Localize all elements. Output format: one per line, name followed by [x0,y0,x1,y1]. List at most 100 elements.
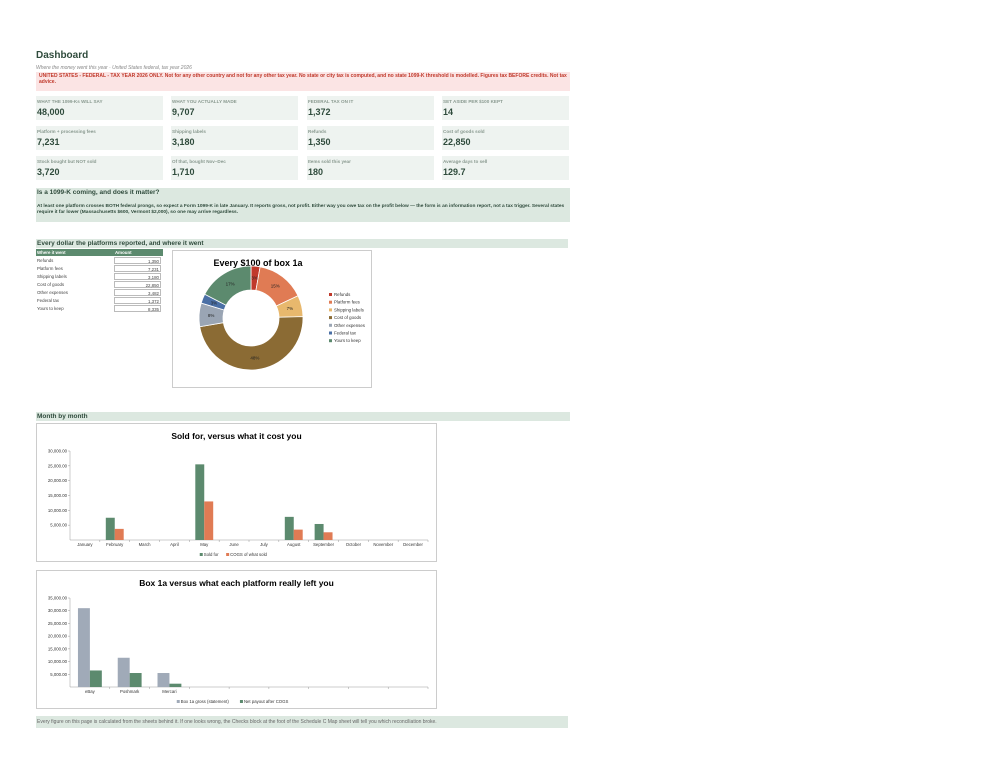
table-cell: Federal tax [37,298,59,303]
table-cell: Platform fees [37,266,63,271]
x-tick-label: September [313,542,335,547]
x-tick-label: June [229,542,239,547]
kpi-label: Items sold this year [308,159,351,164]
x-tick-label: Poshmark [120,689,140,694]
legend-swatch [329,323,332,327]
warning: UNITED STATES - FEDERAL - TAX YEAR 2026 … [36,72,570,91]
table-cell: 3,482 [114,289,161,296]
y-tick-label: 10,000.00 [48,659,68,664]
bar [169,683,182,687]
notice-box [36,188,570,222]
table-cell: 1,372 [114,297,161,304]
legend-swatch [329,316,332,320]
title: Dashboard [36,50,89,61]
bar [77,608,90,687]
legend-label: Net payout after COGS [244,699,289,704]
x-tick-label: Mercari [162,689,176,694]
legend-swatch [329,331,332,335]
x-tick-label: February [106,542,124,547]
table-cell: 7,231 [114,265,161,272]
bar [293,529,303,540]
kpi-value: 3,180 [172,137,195,147]
kpi-label: Refunds [308,129,327,134]
x-tick-label: July [260,542,268,547]
bar [204,501,214,540]
chart-title: Every $100 of box 1a [213,258,303,268]
kpi-card [171,156,298,180]
chart-frame [36,570,437,709]
legend-swatch [329,300,332,304]
kpi-value: 7,231 [37,137,60,147]
kpi-value: 129.7 [443,167,466,177]
kpi-label: Cost of goods sold [443,129,485,134]
kpi-card [307,96,434,120]
kpi-label: FEDERAL TAX ON IT [308,99,354,104]
table-cell: Yours to keep [37,306,64,311]
table-cell: 1,350 [114,257,161,264]
legend-label: Other expenses [334,323,366,328]
table-cell: Cost of goods [37,282,65,287]
section-header: Month by month [36,412,570,421]
slice-label: 15% [271,284,280,289]
y-tick-label: 15,000.00 [48,493,68,498]
x-tick-label: October [346,542,362,547]
table-cell: Shipping labels [37,274,67,279]
kpi-value: 22,850 [443,137,471,147]
kpi-label: WHAT YOU ACTUALLY MADE [172,99,237,104]
y-tick-label: 20,000.00 [48,478,68,483]
y-tick-label: 30,000.00 [48,449,68,454]
x-tick-label: eBay [85,689,96,694]
x-tick-label: May [200,542,209,547]
legend-swatch [329,308,332,312]
legend-swatch [176,700,180,703]
section-header: Every dollar the platforms reported, and… [36,239,568,248]
legend-label: Cost of goods [334,315,362,320]
kpi-card [36,126,163,150]
kpi-value: 1,350 [308,137,331,147]
x-tick-label: January [77,542,93,547]
table-cell: 3,180 [114,273,161,280]
chart: Every $100 of box 1a 3% Refunds 15% Platform… [172,250,372,388]
bar [117,657,130,687]
footer: Every figure on this page is calculated … [36,716,568,728]
slice-label: 3% [211,301,218,306]
kpi-card [307,156,434,180]
kpi-card [36,156,163,180]
y-tick-label: 15,000.00 [48,646,68,651]
kpi-card [307,126,434,150]
x-tick-label: April [170,542,179,547]
table-cell: Refunds [37,258,54,263]
bar [105,517,115,540]
kpi-label: WHAT THE 1099-Ks WILL SAY [37,99,103,104]
x-tick-label: August [287,542,301,547]
table-cell: 8,335 [114,305,161,312]
subtitle: Where the money went this year · United … [36,65,192,71]
y-tick-label: 20,000.00 [48,634,68,639]
kpi-card [442,96,569,120]
x-tick-label: March [139,542,152,547]
legend-label: Box 1a gross (statement) [181,699,230,704]
table-header: Where it went [36,249,114,256]
legend-label: Shipping labels [334,307,365,312]
legend-label: COGS of what sold [230,552,267,557]
legend-label: Sold for [204,552,219,557]
kpi-value: 180 [308,167,324,177]
kpi-value: 3,720 [37,167,60,177]
kpi-card [442,156,569,180]
chart: Sold for, versus what it cost you 5,000.0… [36,423,437,562]
kpi-card [171,126,298,150]
kpi-value: 14 [443,107,454,117]
kpi-card [171,96,298,120]
bar [129,673,142,687]
kpi-label: Platform + processing fees [37,129,96,134]
legend-swatch [239,700,243,703]
kpi-label: Stock bought but NOT sold [37,159,97,164]
kpi-value: 9,707 [172,107,195,117]
legend-swatch [226,553,230,556]
slice-label: 7% [287,306,294,311]
bar [284,516,294,540]
y-tick-label: 5,000.00 [50,523,67,528]
legend-swatch [329,339,332,343]
table-cell: Other expenses [37,290,68,295]
